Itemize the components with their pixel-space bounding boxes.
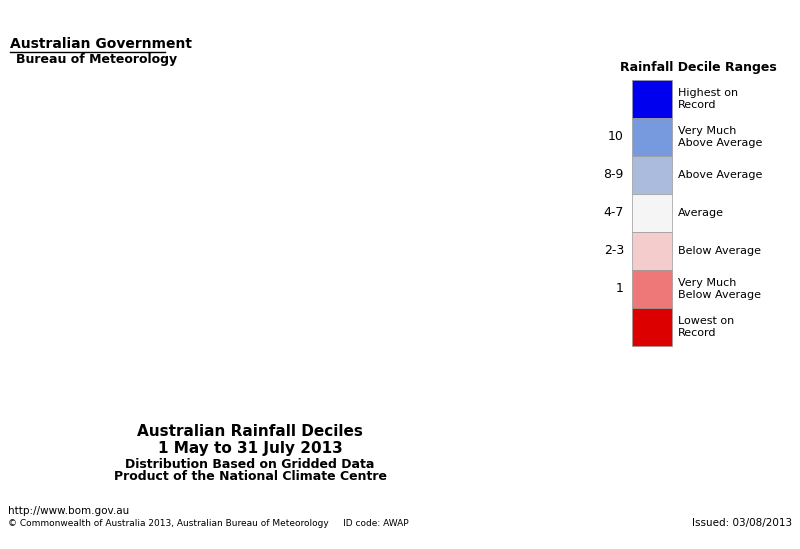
Text: http://www.bom.gov.au: http://www.bom.gov.au [8, 506, 130, 516]
Text: Very Much
Above Average: Very Much Above Average [678, 126, 762, 148]
Bar [632, 232, 672, 270]
Text: 8-9: 8-9 [604, 169, 624, 182]
Text: 10: 10 [608, 131, 624, 143]
Text: Rainfall Decile Ranges: Rainfall Decile Ranges [620, 61, 777, 74]
Text: Issued: 03/08/2013: Issued: 03/08/2013 [692, 518, 792, 528]
Text: Highest on
Record: Highest on Record [678, 88, 738, 110]
Text: Lowest on
Record: Lowest on Record [678, 316, 734, 338]
Text: Below Average: Below Average [678, 246, 761, 256]
Bar [632, 308, 672, 346]
Text: Australian Rainfall Deciles: Australian Rainfall Deciles [137, 423, 363, 439]
Text: Average: Average [678, 208, 724, 218]
Text: 1 May to 31 July 2013: 1 May to 31 July 2013 [158, 441, 342, 457]
Text: Very Much
Below Average: Very Much Below Average [678, 278, 761, 300]
Text: Bureau of Meteorology: Bureau of Meteorology [16, 53, 177, 66]
Text: © Commonwealth of Australia 2013, Australian Bureau of Meteorology     ID code: : © Commonwealth of Australia 2013, Austra… [8, 518, 409, 528]
Text: 1: 1 [616, 283, 624, 295]
Text: 2-3: 2-3 [604, 244, 624, 257]
Bar [632, 270, 672, 308]
Text: Product of the National Climate Centre: Product of the National Climate Centre [114, 470, 386, 484]
Text: Above Average: Above Average [678, 170, 762, 180]
Text: Australian Government: Australian Government [10, 37, 192, 51]
Bar [632, 156, 672, 194]
Bar [632, 194, 672, 232]
Text: 4-7: 4-7 [604, 206, 624, 220]
Text: Distribution Based on Gridded Data: Distribution Based on Gridded Data [126, 458, 374, 472]
Bar [632, 118, 672, 156]
Bar [632, 80, 672, 118]
